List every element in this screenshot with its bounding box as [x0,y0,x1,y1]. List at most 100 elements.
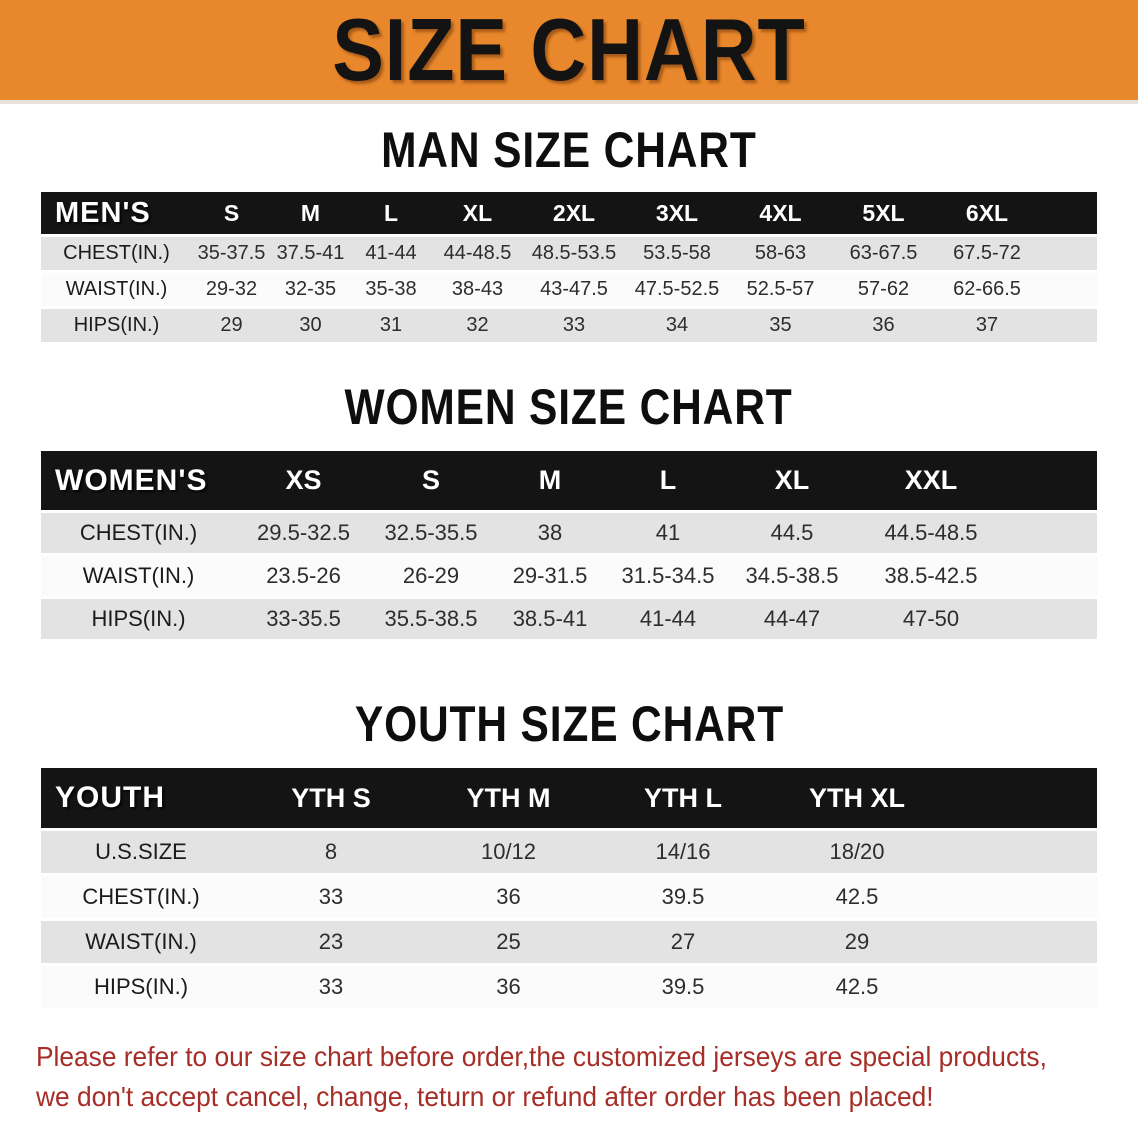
size-value: 63-67.5 [832,235,935,273]
size-value: 47.5-52.5 [625,271,729,309]
column-header: M [271,192,350,237]
size-value: 29-31.5 [491,554,609,599]
man-size-chart-heading: MAN SIZE CHART [0,124,1138,176]
size-value: 30 [271,307,350,345]
size-value: 36 [832,307,935,345]
column-header: M [491,451,609,513]
column-header: S [371,451,491,513]
column-header: 4XL [729,192,832,237]
size-value: 38.5-41 [491,597,609,642]
size-value: 31.5-34.5 [609,554,727,599]
size-value: 57-62 [832,271,935,309]
spacer-cell [1005,554,1097,599]
size-value: 44-47 [727,597,857,642]
row-label: CHEST(IN.) [41,511,236,556]
womens-size-table: WOMEN'S XS S M L XL XXL CHEST(IN.) 29.5-… [41,451,1097,642]
table-row: CHEST(IN.) 29.5-32.5 32.5-35.5 38 41 44.… [41,511,1097,556]
row-label: CHEST(IN.) [41,235,192,273]
spacer-cell [1005,597,1097,642]
size-value: 39.5 [596,874,770,921]
column-header: XL [432,192,523,237]
size-value: 38 [491,511,609,556]
column-header: 3XL [625,192,729,237]
spacer-cell [1005,451,1097,513]
table-row: WAIST(IN.) 29-32 32-35 35-38 38-43 43-47… [41,271,1097,309]
column-header: 2XL [523,192,625,237]
size-value: 42.5 [770,964,944,1011]
size-value: 62-66.5 [935,271,1039,309]
column-header: S [192,192,271,237]
size-chart-banner: SIZE CHART [0,0,1138,104]
size-value: 44.5 [727,511,857,556]
size-value: 23 [241,919,421,966]
size-value: 14/16 [596,829,770,876]
table-row: CHEST(IN.) 35-37.5 37.5-41 41-44 44-48.5… [41,235,1097,273]
spacer-cell [944,874,1097,921]
row-label: CHEST(IN.) [41,874,241,921]
size-value: 44-48.5 [432,235,523,273]
row-label: HIPS(IN.) [41,307,192,345]
size-value: 38-43 [432,271,523,309]
size-value: 34 [625,307,729,345]
youth-size-table: YOUTH YTH S YTH M YTH L YTH XL U.S.SIZE … [41,768,1097,1011]
spacer-cell [1039,307,1097,345]
column-header: 6XL [935,192,1039,237]
size-value: 36 [421,964,596,1011]
size-value: 27 [596,919,770,966]
size-value: 43-47.5 [523,271,625,309]
row-label: WAIST(IN.) [41,919,241,966]
size-value: 33-35.5 [236,597,371,642]
size-value: 31 [350,307,432,345]
size-value: 33 [241,964,421,1011]
column-header: XXL [857,451,1005,513]
size-value: 18/20 [770,829,944,876]
row-label: HIPS(IN.) [41,597,236,642]
column-header: L [350,192,432,237]
size-value: 32-35 [271,271,350,309]
table-row: HIPS(IN.) 33-35.5 35.5-38.5 38.5-41 41-4… [41,597,1097,642]
column-header: XL [727,451,857,513]
row-label: WAIST(IN.) [41,554,236,599]
size-value: 58-63 [729,235,832,273]
size-value: 44.5-48.5 [857,511,1005,556]
size-value: 67.5-72 [935,235,1039,273]
size-value: 25 [421,919,596,966]
disclaimer: Please refer to our size chart before or… [36,1037,1138,1117]
size-value: 41 [609,511,727,556]
row-label: HIPS(IN.) [41,964,241,1011]
size-value: 33 [523,307,625,345]
size-value: 34.5-38.5 [727,554,857,599]
size-value: 29 [192,307,271,345]
size-value: 10/12 [421,829,596,876]
spacer-cell [944,964,1097,1011]
mens-table-label: MEN'S [41,192,192,237]
womens-header-row: WOMEN'S XS S M L XL XXL [41,451,1097,513]
size-value: 48.5-53.5 [523,235,625,273]
size-value: 32.5-35.5 [371,511,491,556]
row-label: WAIST(IN.) [41,271,192,309]
column-header: 5XL [832,192,935,237]
size-value: 39.5 [596,964,770,1011]
youth-table-label: YOUTH [41,768,241,831]
mens-size-table: MEN'S S M L XL 2XL 3XL 4XL 5XL 6XL CHEST… [41,192,1097,345]
table-row: WAIST(IN.) 23.5-26 26-29 29-31.5 31.5-34… [41,554,1097,599]
size-value: 35-37.5 [192,235,271,273]
size-value: 29 [770,919,944,966]
table-row: CHEST(IN.) 33 36 39.5 42.5 [41,874,1097,921]
column-header: YTH S [241,768,421,831]
man-size-chart-heading-text: MAN SIZE CHART [381,122,757,178]
women-size-chart-heading: WOMEN SIZE CHART [0,381,1138,433]
table-row: U.S.SIZE 8 10/12 14/16 18/20 [41,829,1097,876]
size-value: 35.5-38.5 [371,597,491,642]
size-value: 8 [241,829,421,876]
spacer-cell [1005,511,1097,556]
row-label: U.S.SIZE [41,829,241,876]
mens-header-row: MEN'S S M L XL 2XL 3XL 4XL 5XL 6XL [41,192,1097,237]
youth-size-chart-heading: YOUTH SIZE CHART [0,698,1138,750]
size-value: 41-44 [350,235,432,273]
spacer-cell [944,768,1097,831]
table-row: WAIST(IN.) 23 25 27 29 [41,919,1097,966]
column-header: XS [236,451,371,513]
banner-title: SIZE CHART [332,0,806,99]
size-value: 35 [729,307,832,345]
